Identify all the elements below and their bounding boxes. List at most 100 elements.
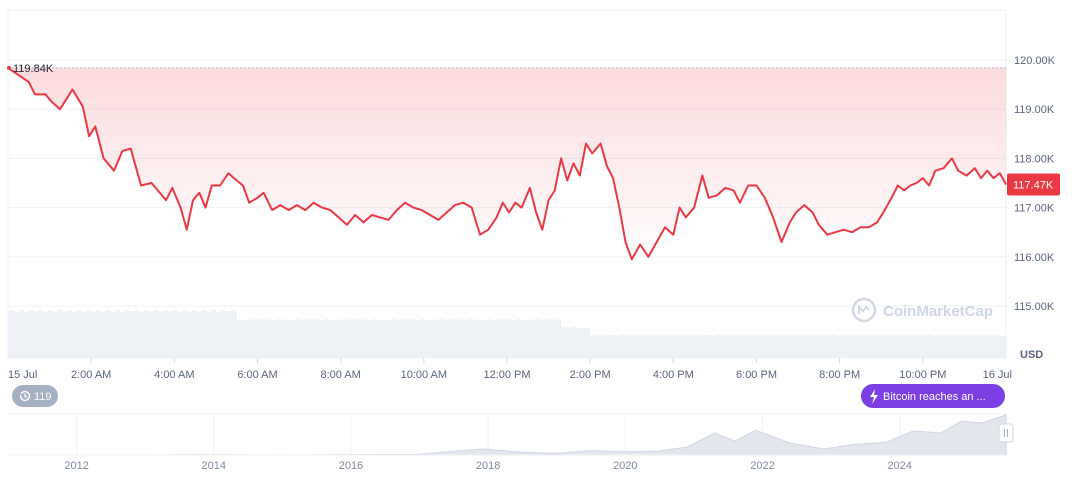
volume-bar [787, 335, 791, 358]
volume-bar [576, 328, 580, 358]
x-tick-label: 6:00 AM [237, 369, 277, 381]
volume-bar [790, 335, 793, 358]
volume-bar [436, 320, 440, 358]
navigator-grid [76, 414, 901, 455]
volume-bar [449, 319, 453, 358]
volume-bar [179, 311, 183, 358]
volume-bar [239, 319, 242, 358]
volume-bar [267, 319, 271, 358]
volume-bar [106, 310, 110, 358]
event-badge[interactable]: 119 [12, 385, 58, 407]
volume-bar [626, 335, 630, 358]
volume-bar [374, 319, 377, 358]
price-line[interactable] [7, 67, 1007, 261]
volume-bar [1000, 335, 1004, 358]
volume-bar [314, 319, 318, 358]
volume-bar [566, 327, 569, 358]
volume-bar [213, 310, 216, 358]
navigator-handle[interactable] [998, 423, 1014, 443]
volume-bar [52, 311, 55, 358]
y-tick-label: 120.00K [1014, 55, 1056, 67]
volume-bar [917, 335, 921, 358]
news-pill[interactable]: Bitcoin reaches an ... [861, 384, 1005, 408]
x-tick-label: 4:00 PM [653, 369, 694, 381]
volume-bar [608, 335, 611, 358]
volume-bar [218, 311, 222, 358]
current-price-tag: 117.47K [1007, 173, 1060, 196]
volume-bar [478, 319, 481, 358]
volume-bar [382, 319, 385, 358]
volume-bar [428, 319, 432, 358]
volume-bar [104, 310, 107, 358]
volume-bar [855, 335, 858, 358]
volume-bar [158, 311, 162, 358]
volume-bar [899, 335, 903, 358]
coinmarketcap-watermark: CoinMarketCap [851, 297, 993, 323]
volume-bar [597, 335, 601, 358]
navigator-handle-bg[interactable] [998, 423, 1014, 443]
volume-bar [1003, 335, 1007, 358]
volume-bar [426, 320, 429, 358]
volume-bar [62, 311, 66, 358]
volume-bar [340, 320, 344, 358]
volume-bar [498, 319, 502, 358]
volume-bar [215, 311, 219, 358]
volume-bar [967, 335, 970, 358]
volume-bar [15, 311, 19, 358]
volume-bar [733, 335, 736, 358]
volume-bar [738, 335, 741, 358]
news-pill-bg[interactable] [861, 384, 1005, 408]
event-badge-bg[interactable] [12, 385, 58, 407]
volume-bar [837, 335, 840, 358]
volume-bar [353, 319, 357, 358]
volume-bar [982, 335, 986, 358]
volume-bar [681, 335, 684, 358]
volume-bar [231, 310, 235, 358]
volume-bar [629, 335, 632, 358]
volume-bar [208, 311, 211, 358]
volume-bar [909, 335, 913, 358]
volume-bar [595, 335, 598, 358]
volume-bar [413, 319, 416, 358]
volume-bar [980, 335, 983, 358]
volume-bar [964, 335, 968, 358]
volume-bar [938, 335, 942, 358]
volume-bar [311, 320, 315, 358]
volume-bar [722, 335, 726, 358]
range-navigator[interactable]: 2012 2014 2016 2018 2020 2022 2024 [8, 413, 1014, 472]
volume-bar [234, 311, 237, 358]
volume-bar [933, 335, 936, 358]
volume-bar [972, 335, 975, 358]
volume-bar [275, 319, 279, 358]
current-price-tag-text: 117.47K [1013, 179, 1054, 191]
volume-bar [483, 320, 486, 358]
volume-bar [644, 335, 648, 358]
volume-bar [145, 310, 149, 358]
volume-bar [83, 311, 86, 358]
volume-bar [946, 335, 949, 358]
volume-bar [296, 319, 299, 358]
volume-bar [195, 310, 198, 358]
volume-bar [356, 319, 359, 358]
volume-bar [668, 335, 671, 358]
volume-bar [249, 319, 253, 358]
volume-bar [221, 310, 224, 358]
volume-bar [834, 335, 838, 358]
volume-bar [122, 311, 125, 358]
volume-bar [987, 335, 991, 358]
volume-bar [26, 311, 29, 358]
volume-bar [868, 335, 871, 358]
volume-bar [452, 319, 455, 358]
volume-bar [961, 335, 965, 358]
volume-bar [675, 335, 679, 358]
volume-bar [345, 319, 349, 358]
volume-bar [699, 335, 702, 358]
volume-bar [803, 335, 806, 358]
volume-bar [548, 319, 551, 358]
volume-bar [257, 319, 261, 358]
volume-bar [561, 327, 564, 358]
volume-bar [262, 320, 266, 358]
volume-bar [247, 319, 250, 358]
volume-bar [410, 319, 414, 358]
